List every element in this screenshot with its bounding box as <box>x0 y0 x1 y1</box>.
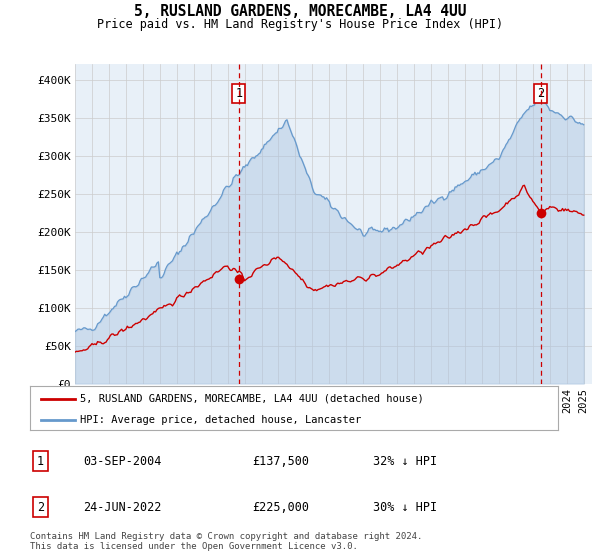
Text: 32% ↓ HPI: 32% ↓ HPI <box>373 455 437 468</box>
Text: 30% ↓ HPI: 30% ↓ HPI <box>373 501 437 514</box>
Text: HPI: Average price, detached house, Lancaster: HPI: Average price, detached house, Lanc… <box>80 416 361 426</box>
Text: £225,000: £225,000 <box>252 501 309 514</box>
Text: 24-JUN-2022: 24-JUN-2022 <box>83 501 161 514</box>
Text: Contains HM Land Registry data © Crown copyright and database right 2024.
This d: Contains HM Land Registry data © Crown c… <box>30 532 422 552</box>
Text: 2: 2 <box>37 501 44 514</box>
Text: 1: 1 <box>235 87 242 100</box>
Text: £137,500: £137,500 <box>252 455 309 468</box>
Text: 1: 1 <box>37 455 44 468</box>
Text: 2: 2 <box>537 87 544 100</box>
Text: 5, RUSLAND GARDENS, MORECAMBE, LA4 4UU: 5, RUSLAND GARDENS, MORECAMBE, LA4 4UU <box>134 4 466 19</box>
Text: 5, RUSLAND GARDENS, MORECAMBE, LA4 4UU (detached house): 5, RUSLAND GARDENS, MORECAMBE, LA4 4UU (… <box>80 394 424 404</box>
Text: 03-SEP-2004: 03-SEP-2004 <box>83 455 161 468</box>
Text: Price paid vs. HM Land Registry's House Price Index (HPI): Price paid vs. HM Land Registry's House … <box>97 18 503 31</box>
